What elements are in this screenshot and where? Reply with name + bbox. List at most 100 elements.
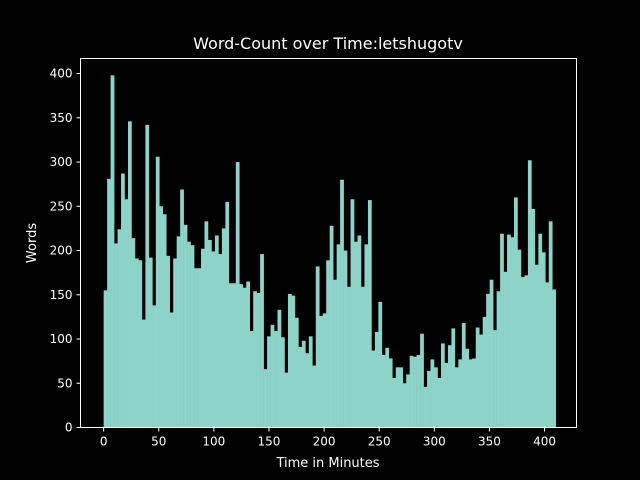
bar bbox=[489, 279, 494, 428]
y-tick-label: 250 bbox=[50, 199, 73, 213]
bar bbox=[166, 255, 171, 428]
bar bbox=[138, 260, 143, 428]
x-tick-label: 200 bbox=[313, 435, 336, 449]
bar bbox=[500, 233, 504, 428]
bar bbox=[134, 258, 139, 428]
bar bbox=[308, 336, 313, 428]
bar bbox=[548, 221, 553, 428]
bar bbox=[479, 334, 483, 428]
bar bbox=[493, 330, 497, 428]
bar bbox=[228, 283, 233, 428]
bar bbox=[409, 355, 414, 428]
bar bbox=[322, 313, 327, 428]
bar bbox=[194, 268, 198, 428]
bar bbox=[340, 179, 344, 428]
bar bbox=[541, 252, 546, 428]
bar bbox=[395, 367, 400, 428]
bar bbox=[131, 238, 136, 428]
x-tick-label: 50 bbox=[151, 435, 166, 449]
bar bbox=[110, 75, 115, 428]
bar bbox=[190, 245, 195, 428]
bar bbox=[343, 250, 348, 428]
bar bbox=[527, 160, 532, 428]
bar bbox=[246, 281, 251, 428]
bar bbox=[319, 316, 324, 428]
bar bbox=[148, 257, 153, 428]
bar bbox=[155, 156, 160, 428]
bar bbox=[531, 208, 536, 428]
bar bbox=[107, 178, 111, 428]
x-tick-label: 400 bbox=[533, 435, 556, 449]
bar bbox=[117, 229, 122, 428]
bar bbox=[402, 383, 407, 428]
bar bbox=[256, 292, 261, 428]
y-axis-label: Words bbox=[25, 223, 40, 263]
bar bbox=[326, 260, 330, 428]
bar bbox=[385, 347, 390, 428]
bar bbox=[145, 124, 150, 428]
bar bbox=[520, 277, 525, 428]
bar bbox=[204, 221, 209, 428]
bar bbox=[434, 367, 438, 428]
bar bbox=[263, 369, 268, 428]
bar bbox=[503, 271, 508, 428]
bar bbox=[496, 291, 501, 428]
bar bbox=[360, 286, 365, 428]
y-tick-label: 200 bbox=[50, 244, 73, 258]
bar bbox=[451, 328, 456, 428]
bar bbox=[367, 200, 372, 428]
chart-title: Word-Count over Time:letshugotv bbox=[193, 34, 463, 53]
bar bbox=[507, 234, 511, 428]
bar bbox=[486, 293, 490, 428]
x-tick-label: 300 bbox=[423, 435, 446, 449]
bar bbox=[354, 241, 358, 428]
bar bbox=[225, 201, 230, 428]
bar bbox=[461, 323, 466, 428]
plot-frame bbox=[80, 58, 577, 428]
bar bbox=[291, 295, 296, 428]
bar bbox=[267, 336, 271, 428]
bar bbox=[472, 358, 477, 428]
bar bbox=[440, 343, 445, 428]
bar bbox=[545, 282, 550, 428]
bar bbox=[312, 365, 317, 428]
bar bbox=[232, 283, 237, 428]
bar bbox=[524, 275, 529, 428]
bar bbox=[249, 331, 254, 428]
bar bbox=[294, 317, 299, 428]
bar bbox=[392, 377, 397, 428]
y-axis: 0 50 100 150 200 250 300 350 400 bbox=[50, 67, 81, 435]
y-tick-label: 0 bbox=[65, 421, 73, 435]
bar bbox=[214, 235, 219, 428]
bar bbox=[315, 266, 320, 428]
bar bbox=[152, 305, 157, 428]
bar bbox=[374, 331, 379, 428]
bar bbox=[287, 293, 292, 428]
bar bbox=[534, 264, 539, 428]
y-tick-label: 50 bbox=[57, 376, 72, 390]
bar bbox=[127, 121, 132, 428]
bar bbox=[475, 327, 480, 428]
bar bbox=[159, 206, 164, 428]
bar bbox=[169, 312, 174, 428]
bar bbox=[239, 284, 244, 428]
bar bbox=[423, 386, 428, 428]
bar bbox=[458, 359, 463, 428]
bar bbox=[124, 199, 129, 428]
x-axis-label: Time in Minutes bbox=[275, 456, 379, 471]
bar bbox=[420, 333, 424, 428]
bar bbox=[336, 244, 341, 428]
bar bbox=[517, 249, 522, 428]
bar bbox=[552, 289, 557, 428]
bar bbox=[197, 268, 202, 428]
bar bbox=[468, 359, 473, 428]
bar bbox=[280, 337, 285, 428]
bar bbox=[253, 291, 257, 428]
y-tick-label: 400 bbox=[50, 67, 73, 81]
bar bbox=[305, 353, 310, 428]
bar bbox=[242, 287, 247, 428]
bar bbox=[350, 199, 355, 428]
x-axis: 0 50 100 150 200 250 300 350 400 bbox=[100, 427, 556, 449]
y-tick-label: 150 bbox=[50, 288, 73, 302]
bar bbox=[211, 251, 216, 428]
